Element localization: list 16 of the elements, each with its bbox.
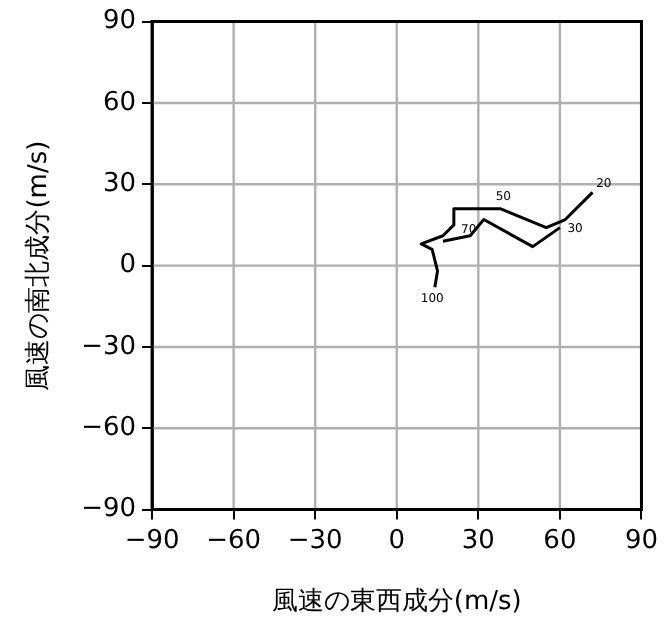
y-tick-label: 30 — [102, 169, 137, 200]
x-tick-label: −60 — [206, 525, 262, 556]
y-tick-label: 60 — [102, 87, 137, 118]
y-tick-label: −30 — [81, 331, 137, 362]
x-tick-label: −90 — [124, 525, 180, 556]
x-tick-label: −30 — [287, 525, 343, 556]
x-tick-label: 0 — [388, 525, 406, 556]
x-tick-label: 90 — [624, 525, 658, 556]
x-axis-title: 風速の東西成分(m/s) — [271, 587, 522, 618]
y-axis-title: 風速の南北成分(m/s) — [24, 140, 55, 391]
y-tick-label: 0 — [119, 250, 137, 281]
x-tick-label: 30 — [461, 525, 495, 556]
y-tick-label: −90 — [81, 494, 137, 525]
y-tick-label: 90 — [102, 6, 137, 37]
x-tick-label: 60 — [543, 525, 577, 556]
y-tick-label: −60 — [81, 413, 137, 444]
